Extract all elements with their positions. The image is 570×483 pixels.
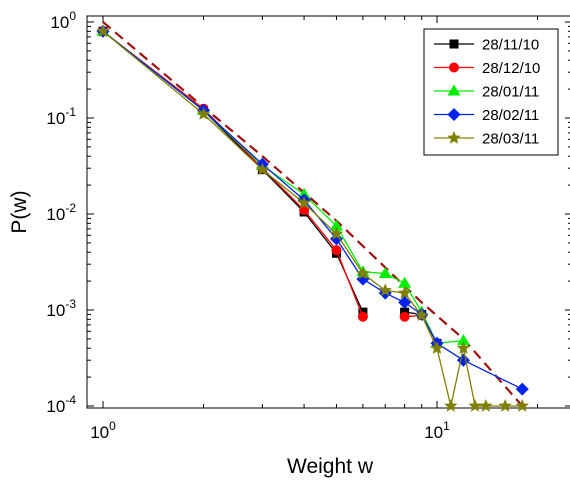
data-point: [297, 187, 311, 199]
data-point: [398, 295, 412, 309]
data-point: [329, 232, 343, 246]
data-point: [444, 399, 458, 412]
data-point: [356, 266, 370, 280]
data-point: [515, 399, 529, 412]
legend-swatch-marker: [449, 39, 459, 49]
series-line: [102, 30, 364, 318]
legend-swatch-marker: [449, 62, 459, 73]
legend-label: 28/12/10: [482, 60, 540, 77]
x-tick-label: 101: [424, 419, 450, 442]
data-point: [357, 311, 368, 322]
legend-entry: 28/02/11: [434, 107, 539, 124]
legend-box: [423, 28, 559, 156]
legend-swatch-marker: [447, 108, 461, 121]
legend-swatch-marker: [447, 131, 461, 144]
data-point: [329, 226, 344, 240]
series-line: [102, 30, 464, 344]
series-5: [96, 24, 529, 412]
legend: 28/11/10 28/12/10 28/01/11 28/02/11 28/03/11: [423, 28, 559, 156]
data-point: [96, 24, 110, 37]
data-point: [456, 334, 470, 346]
data-point: [331, 245, 342, 256]
y-tick-label: 100: [50, 9, 76, 32]
data-point: [415, 308, 429, 321]
y-tick-label: 10-2: [46, 201, 76, 224]
series-layer: [96, 24, 529, 412]
legend-entry: 28/12/10: [434, 60, 540, 77]
plot-frame: [86, 15, 570, 409]
data-point: [329, 219, 343, 231]
y-tick-label: 10-1: [46, 105, 76, 128]
data-point: [456, 341, 471, 354]
series-line: [102, 30, 364, 313]
data-point: [378, 266, 392, 278]
y-tick-label: 10-3: [46, 297, 76, 320]
y-axis-title: P(w): [8, 190, 31, 233]
data-point: [255, 162, 269, 176]
series-1: [98, 26, 442, 348]
axis-ticks: [87, 16, 570, 408]
data-point: [196, 107, 211, 120]
legend-label: 28/11/10: [482, 37, 539, 54]
legend-label: 28/02/11: [482, 107, 539, 124]
series-2: [98, 26, 442, 349]
data-point: [468, 399, 482, 412]
data-point: [297, 196, 311, 209]
y-tick-label: 10-4: [46, 393, 76, 416]
data-point: [430, 341, 444, 354]
legend-label: 28/01/11: [482, 84, 539, 101]
legend-label: 28/03/11: [482, 131, 539, 148]
data-point: [378, 283, 392, 297]
x-axis-title: Weight w: [287, 455, 374, 478]
axis-tick-labels: 100 101 100 10-1 10-2 10-3 10-4: [46, 9, 450, 442]
data-point: [398, 286, 412, 299]
data-point: [399, 311, 410, 322]
legend-swatch-marker: [447, 84, 461, 96]
series-line: [102, 30, 523, 407]
x-tick-label: 100: [90, 419, 116, 442]
data-point: [398, 276, 412, 288]
legend-entry: 28/03/11: [434, 131, 539, 148]
data-point: [456, 353, 470, 367]
legend-entry: 28/11/10: [434, 37, 539, 54]
data-point: [515, 382, 529, 396]
legend-entry: 28/01/11: [434, 84, 539, 101]
data-point: [498, 399, 512, 412]
data-point: [479, 399, 493, 412]
